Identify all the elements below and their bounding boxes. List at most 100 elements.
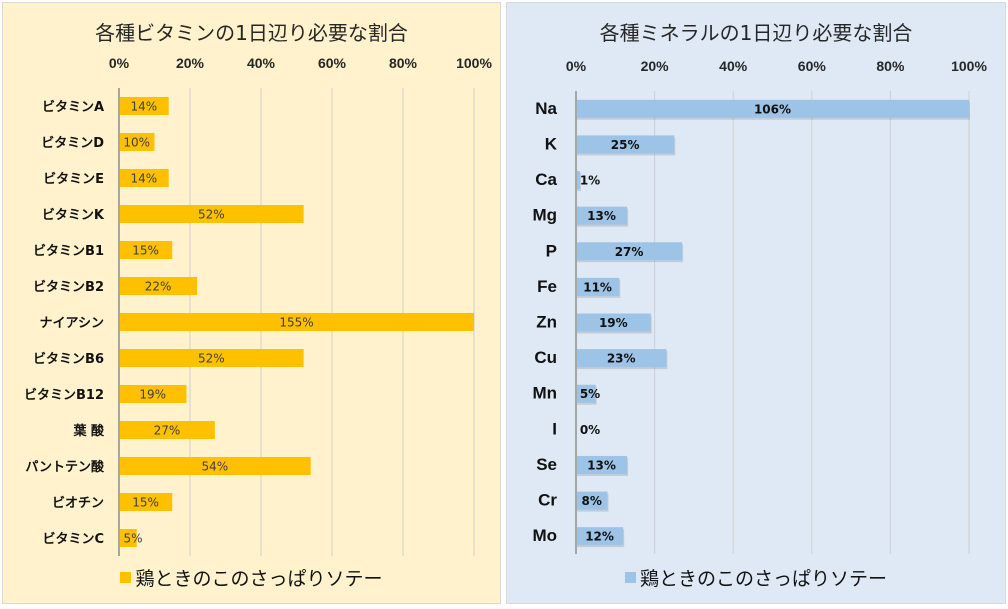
bar — [120, 277, 198, 295]
bar — [120, 97, 169, 115]
category-label: Na — [535, 99, 557, 118]
category-label: ビオチン — [52, 495, 104, 511]
mineral-chart-legend: 鶏ときのこのさっぱりソテー — [507, 564, 1005, 591]
bar — [120, 205, 304, 223]
bar — [577, 384, 596, 403]
data-label: 11% — [583, 280, 612, 294]
data-label: 52% — [198, 208, 225, 222]
bar — [577, 491, 608, 510]
x-tick-label: 20% — [641, 58, 670, 74]
data-label: 19% — [599, 316, 628, 330]
bar — [577, 206, 628, 225]
category-label: I — [552, 419, 557, 438]
data-label: 5% — [123, 532, 142, 546]
category-label: Cu — [534, 348, 557, 367]
category-label: ビタミンD — [41, 135, 104, 151]
data-label: 15% — [132, 244, 159, 258]
data-label: 5% — [580, 387, 600, 401]
category-label: Cr — [538, 491, 557, 510]
bar — [577, 349, 667, 368]
bar — [577, 135, 675, 154]
bar — [577, 99, 969, 118]
vitamin-chart-legend: 鶏ときのこのさっぱりソテー — [3, 564, 500, 591]
data-label: 8% — [582, 494, 602, 508]
category-label: Mn — [532, 384, 557, 403]
category-label: ビタミンB12 — [24, 387, 104, 403]
category-label: ビタミンA — [42, 99, 104, 115]
bar — [120, 133, 155, 151]
data-label: 13% — [587, 209, 616, 223]
x-tick-label: 40% — [247, 55, 276, 71]
data-label: 155% — [279, 316, 313, 330]
mineral-chart-panel: 各種ミネラルの1日辺り必要な割合 0% 20% 40% 60% 80% 100% Na 106… — [506, 2, 1006, 604]
data-label: 13% — [587, 458, 616, 472]
data-label: 15% — [132, 496, 159, 510]
vitamin-chart-title: 各種ビタミンの1日辺り必要な割合 — [95, 21, 408, 45]
bar — [577, 455, 628, 474]
bar — [577, 313, 651, 332]
legend-label: 鶏ときのこのさっぱりソテー — [135, 568, 383, 590]
bar — [120, 169, 169, 187]
bar — [120, 493, 173, 511]
data-label: 23% — [607, 352, 636, 366]
data-label: 19% — [139, 388, 166, 402]
x-tick-label: 0% — [566, 58, 587, 74]
data-label: 22% — [145, 280, 172, 294]
bar — [577, 242, 683, 261]
legend-label: 鶏ときのこのさっぱりソテー — [639, 568, 887, 590]
bar — [120, 313, 474, 331]
x-tick-label: 60% — [318, 55, 347, 71]
vitamin-chart-plot: 0% 20% 40% 60% 80% 100% ビタミンA 14% ビタミンD 10% ビタミンE 1… — [24, 55, 492, 556]
mineral-chart-plot: 0% 20% 40% 60% 80% 100% Na 106% K 25% Ca 1% Mg 13% P 27… — [532, 58, 987, 554]
category-label: ビタミンC — [42, 531, 104, 547]
category-label: ビタミンB2 — [33, 279, 104, 295]
mineral-chart-title: 各種ミネラルの1日辺り必要な割合 — [599, 21, 913, 45]
category-label: ビタミンB6 — [33, 351, 104, 367]
bar — [120, 457, 311, 475]
data-label: 1% — [580, 174, 600, 188]
category-label: ナイアシン — [40, 316, 104, 331]
legend-swatch — [120, 572, 132, 583]
category-label: Se — [536, 455, 557, 474]
data-label: 54% — [202, 460, 229, 474]
bar — [120, 385, 187, 403]
category-label: ビタミンK — [42, 207, 105, 223]
data-label: 0% — [580, 423, 600, 437]
data-label: 10% — [123, 136, 150, 150]
x-tick-label: 0% — [109, 55, 130, 71]
data-label: 14% — [131, 100, 158, 114]
x-tick-label: 100% — [951, 58, 987, 74]
bar — [120, 349, 304, 367]
category-label: Fe — [537, 277, 557, 296]
category-label: K — [545, 134, 558, 153]
vitamin-chart-panel: 各種ビタミンの1日辺り必要な割合 0% 20% 40% 60% 80% 100% ビタミンA… — [2, 2, 501, 604]
x-tick-label: 40% — [719, 58, 748, 74]
data-label: 52% — [198, 352, 225, 366]
category-label: Zn — [536, 313, 557, 332]
data-label: 27% — [615, 245, 644, 259]
x-tick-label: 20% — [176, 55, 205, 71]
category-label: ビタミンB1 — [33, 243, 104, 259]
category-label: Mg — [532, 206, 557, 225]
category-label: ビタミンE — [43, 171, 104, 187]
category-label: 葉 酸 — [72, 423, 105, 439]
bar — [120, 421, 215, 439]
bar — [120, 529, 137, 547]
bar — [577, 277, 620, 296]
data-label: 12% — [585, 530, 614, 544]
x-tick-label: 80% — [389, 55, 418, 71]
category-label: P — [546, 241, 557, 260]
data-label: 14% — [131, 172, 158, 186]
bar — [120, 241, 173, 259]
category-label: Mo — [532, 526, 557, 545]
bar — [577, 171, 580, 190]
data-label: 106% — [754, 102, 791, 116]
x-tick-label: 60% — [798, 58, 827, 74]
category-label: Ca — [535, 170, 557, 189]
data-label: 27% — [154, 424, 181, 438]
data-label: 25% — [611, 138, 640, 152]
x-tick-label: 100% — [456, 55, 492, 71]
x-tick-label: 80% — [876, 58, 905, 74]
bar — [577, 527, 624, 546]
legend-swatch — [624, 572, 636, 583]
